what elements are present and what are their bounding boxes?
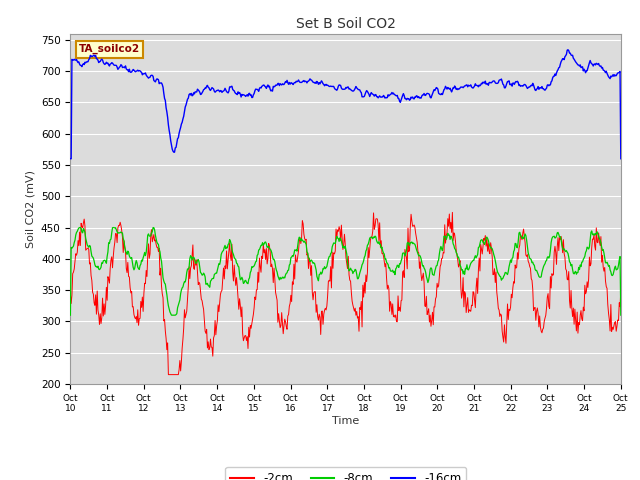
X-axis label: Time: Time bbox=[332, 416, 359, 426]
Y-axis label: Soil CO2 (mV): Soil CO2 (mV) bbox=[26, 170, 35, 248]
Text: TA_soilco2: TA_soilco2 bbox=[79, 44, 140, 54]
Title: Set B Soil CO2: Set B Soil CO2 bbox=[296, 17, 396, 31]
Legend: -2cm, -8cm, -16cm: -2cm, -8cm, -16cm bbox=[225, 467, 466, 480]
